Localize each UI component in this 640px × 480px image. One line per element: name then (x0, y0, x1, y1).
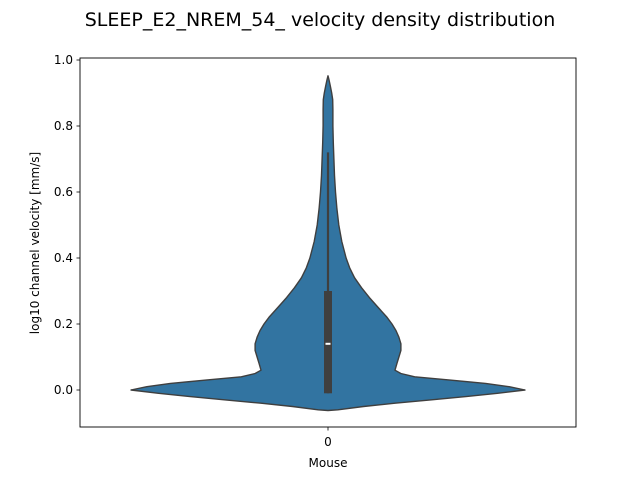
chart-title: SLEEP_E2_NREM_54_ velocity density distr… (85, 9, 556, 31)
y-tick-label: 0.0 (54, 383, 73, 397)
y-tick-label: 0.4 (54, 251, 73, 265)
y-tick-label: 1.0 (54, 53, 73, 67)
y-axis-label: log10 channel velocity [mm/s] (28, 152, 42, 334)
y-tick-label: 0.8 (54, 119, 73, 133)
x-tick-label: 0 (324, 435, 332, 449)
x-axis-label: Mouse (309, 456, 348, 470)
y-tick-label: 0.2 (54, 317, 73, 331)
iqr-box (324, 291, 332, 394)
y-tick-label: 0.6 (54, 185, 73, 199)
plot-area (130, 75, 526, 412)
axis-ticks: 0.0 0.2 0.4 0.6 0.8 1.0 0 (54, 53, 332, 449)
